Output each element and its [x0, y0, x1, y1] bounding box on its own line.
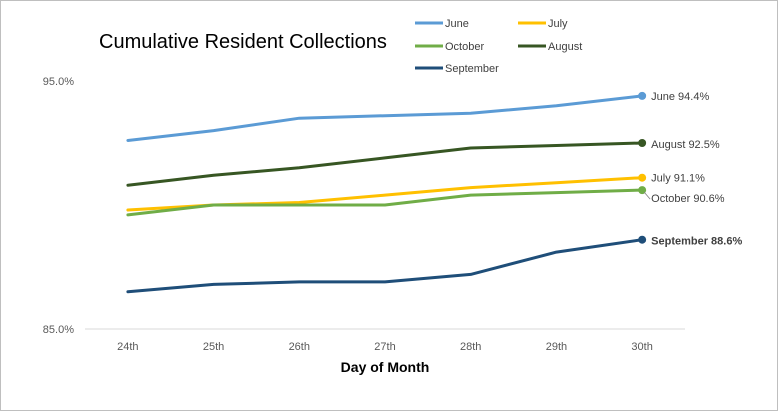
legend-label: June — [445, 18, 469, 30]
series-end-label-august: August 92.5% — [651, 139, 720, 151]
series-line-september — [126, 238, 644, 294]
legend-item-june: June — [415, 18, 469, 30]
series-end-marker-june — [638, 91, 647, 100]
label-leader-line — [643, 191, 651, 200]
series-end-marker-september — [638, 235, 647, 244]
legend-label: July — [548, 18, 568, 30]
series-end-marker-august — [638, 139, 647, 147]
legend-item-october: October — [415, 41, 484, 53]
series-end-label-july: July 91.1% — [651, 173, 705, 185]
series-layer: June 94.4% July 91.1% October 90.6% August … — [126, 91, 742, 294]
legend-label: September — [445, 63, 499, 75]
series-end-label-october: October 90.6% — [651, 193, 725, 205]
series-line-june — [126, 94, 644, 142]
x-axis-title: Day of Month — [341, 359, 430, 375]
legend-label: August — [548, 41, 582, 53]
x-tick-label: 27th — [374, 341, 395, 353]
legend-label: October — [445, 41, 484, 53]
series-end-marker-july — [638, 173, 647, 182]
chart-legend: June July October August September — [415, 18, 582, 75]
legend-item-september: September — [415, 63, 499, 75]
x-tick-label: 25th — [203, 341, 224, 353]
y-tick-label: 85.0% — [43, 324, 74, 336]
series-end-label-september: September 88.6% — [651, 236, 742, 248]
chart-title: Cumulative Resident Collections — [99, 31, 387, 53]
x-tick-label: 24th — [117, 341, 138, 353]
legend-item-july: July — [518, 18, 568, 30]
chart-axes: 24th 25th 26th 27th 28th 29th 30th 95.0% 85.0% — [43, 76, 685, 353]
x-tick-label: 29th — [546, 341, 567, 353]
series-line-august — [126, 141, 644, 187]
legend-item-august: August — [518, 41, 582, 53]
x-tick-label: 28th — [460, 341, 481, 353]
series-line-october — [126, 188, 644, 217]
series-end-label-june: June 94.4% — [651, 91, 709, 103]
y-tick-label: 95.0% — [43, 76, 74, 88]
x-tick-label: 30th — [631, 341, 652, 353]
x-tick-label: 26th — [289, 341, 310, 353]
